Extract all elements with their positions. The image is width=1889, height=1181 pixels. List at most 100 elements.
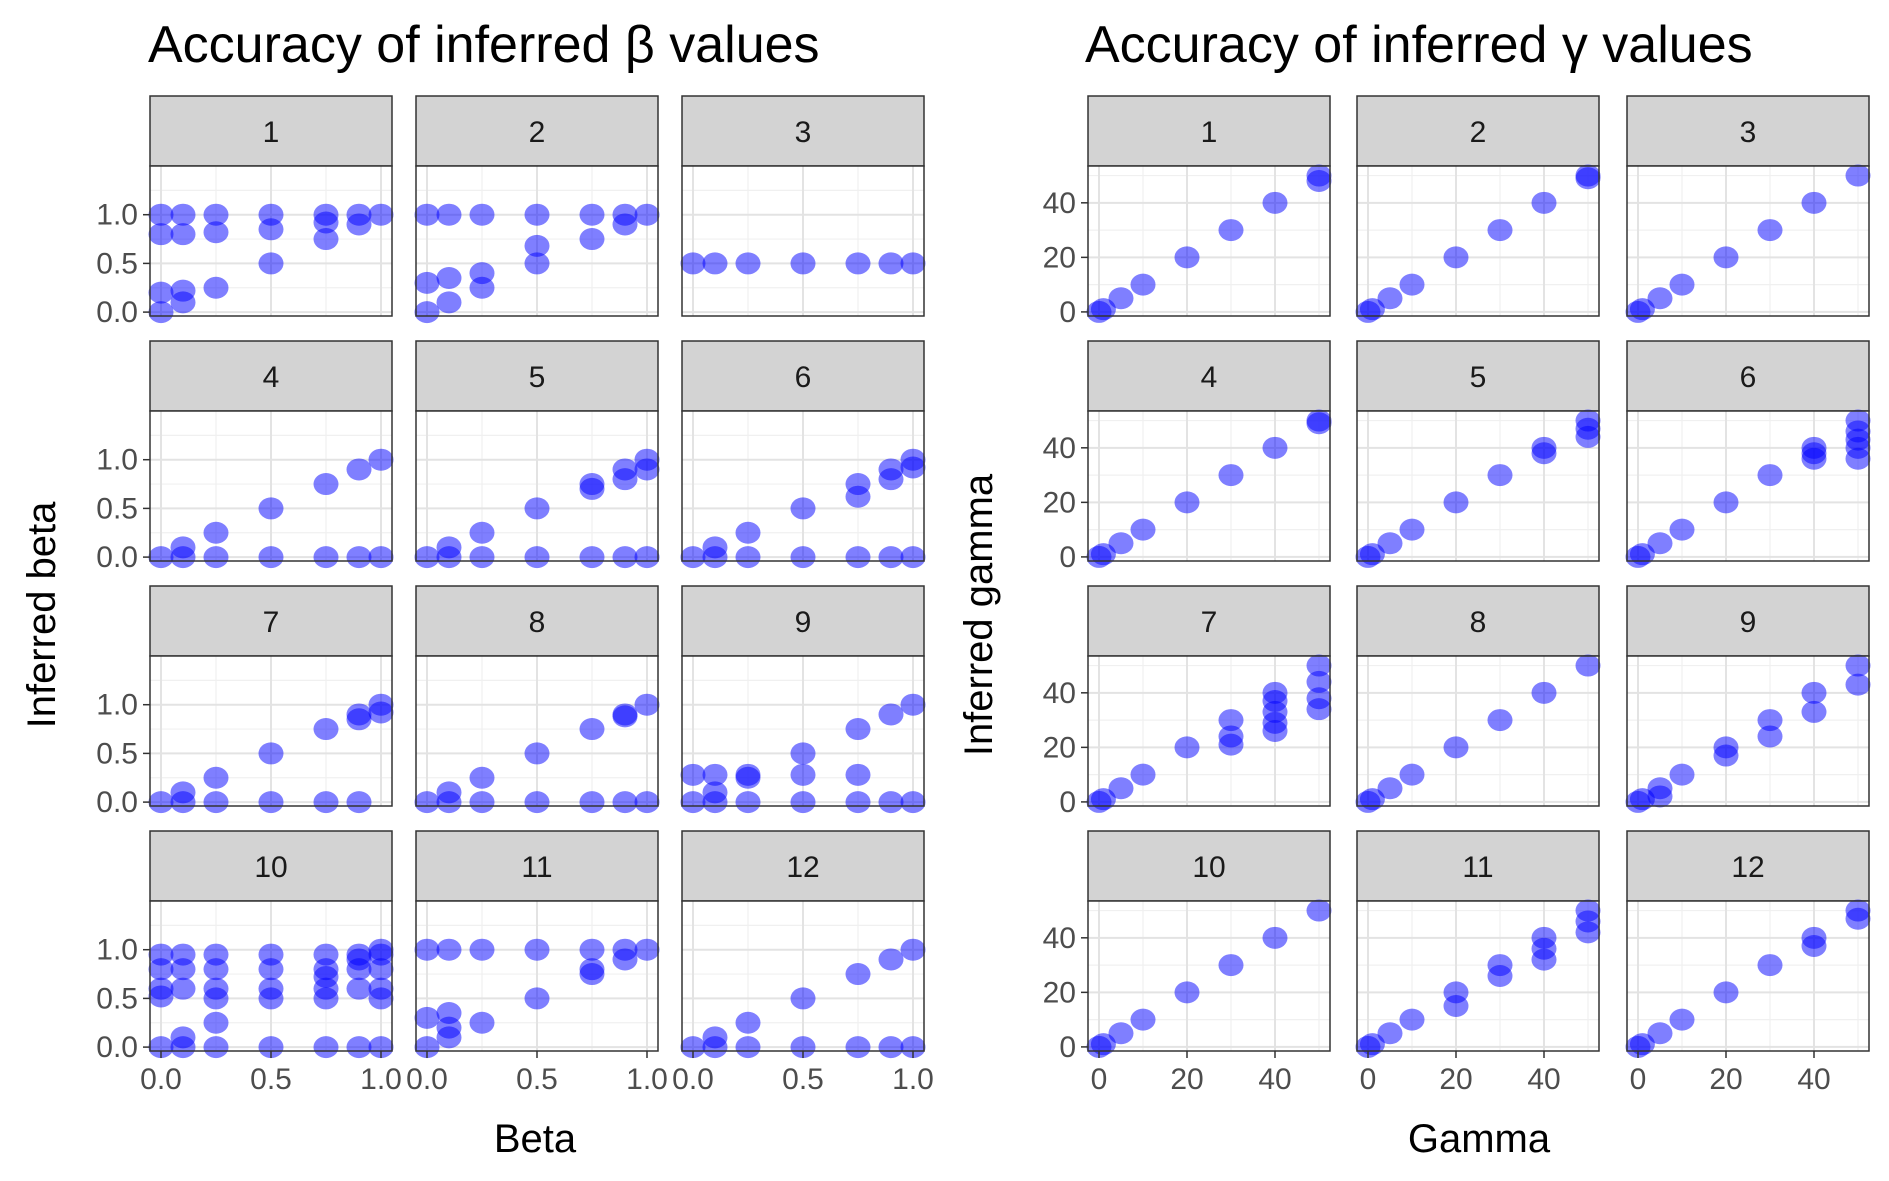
data-point [170, 781, 196, 804]
panel-border [149, 655, 393, 807]
data-point [1531, 191, 1557, 214]
data-point [258, 742, 284, 765]
y-tick-label: 0 [1059, 1031, 1076, 1064]
y-axis: 0 20 40 [1043, 922, 1088, 1064]
data-point [524, 234, 550, 257]
data-point [368, 203, 394, 226]
data-point [170, 1026, 196, 1049]
data-point [1575, 425, 1601, 448]
data-point [579, 958, 605, 981]
data-point [579, 791, 605, 814]
data-point [634, 693, 660, 716]
panel-border [681, 165, 925, 317]
chart-title-gamma: Accuracy of inferred γ values [1085, 16, 1753, 74]
y-tick-label: 1.0 [96, 934, 138, 967]
data-point [1108, 1022, 1134, 1045]
data-point [436, 267, 462, 290]
data-point [1575, 921, 1601, 944]
facet-grid-beta: 1 0.0 0.5 1.0 2 3 4 0.0 0.5 1.0 5 6 7 0.0 0.5 1.0 8 9 10 0.… [96, 95, 934, 1096]
facet-strip-label: 1 [263, 116, 280, 149]
x-axis: 0 20 40 [1360, 1051, 1561, 1096]
data-point [1359, 1033, 1385, 1056]
panel-border [1356, 900, 1600, 1052]
data-point [1443, 736, 1469, 759]
data-point [346, 791, 372, 814]
data-point [258, 546, 284, 569]
panel-border [149, 410, 393, 562]
facet-strip [1626, 585, 1870, 657]
chart-gamma-accuracy: Accuracy of inferred γ values Gamma Infe… [957, 16, 1871, 1161]
x-tick-label: 20 [1709, 1063, 1742, 1096]
data-point [1174, 246, 1200, 269]
data-point [878, 791, 904, 814]
data-point [148, 301, 174, 324]
data-point [1399, 273, 1425, 296]
data-point [1306, 654, 1332, 677]
y-tick-label: 20 [1043, 486, 1076, 519]
data-point [790, 546, 816, 569]
facet-strip [1087, 830, 1331, 902]
y-tick-label: 0.5 [96, 247, 138, 280]
data-point [313, 943, 339, 966]
data-point [524, 938, 550, 961]
data-point [735, 546, 761, 569]
data-point [524, 987, 550, 1010]
data-point [1306, 698, 1332, 721]
data-point [1306, 170, 1332, 192]
x-tick-label: 40 [1527, 1063, 1560, 1096]
facet-strip-label: 5 [529, 361, 546, 394]
data-points [414, 448, 660, 569]
data-points [148, 693, 394, 814]
data-point [1377, 532, 1403, 555]
data-point [1647, 532, 1673, 555]
data-point [1443, 995, 1469, 1017]
data-point [790, 791, 816, 814]
facet-strip [149, 585, 393, 657]
data-points [1625, 899, 1871, 1058]
data-point [579, 546, 605, 569]
panel-border [1087, 165, 1331, 317]
facet-strip [1087, 340, 1331, 412]
data-points [1355, 654, 1601, 813]
facet-strip-label: 6 [1740, 361, 1757, 394]
facet-gamma-10: 10 0 20 40 0 20 40 [1043, 830, 1332, 1096]
data-point [436, 1002, 462, 1025]
data-point [1801, 681, 1827, 704]
facet-strip [415, 340, 659, 412]
data-point [900, 448, 926, 471]
data-point [368, 693, 394, 716]
panel-border [415, 655, 659, 807]
data-points [680, 938, 926, 1059]
facet-strip [149, 830, 393, 902]
data-point [900, 546, 926, 569]
data-point [612, 703, 638, 726]
facet-strip [149, 95, 393, 167]
data-point [1487, 709, 1513, 732]
x-axis-title-beta: Beta [494, 1117, 577, 1161]
y-tick-label: 20 [1043, 241, 1076, 274]
data-point [258, 252, 284, 275]
x-axis: 0.0 0.5 1.0 [406, 1051, 668, 1096]
data-point [414, 791, 440, 814]
data-points [148, 203, 394, 324]
data-point [680, 252, 706, 275]
data-point [1629, 1033, 1655, 1056]
data-point [414, 203, 440, 226]
y-tick-label: 0.0 [96, 541, 138, 574]
data-points [1625, 409, 1871, 568]
data-point [414, 301, 440, 324]
data-point [203, 276, 229, 299]
data-point [702, 781, 728, 804]
data-point [612, 791, 638, 814]
data-point [203, 766, 229, 789]
data-point [702, 252, 728, 275]
facet-beta-10: 10 0.0 0.5 1.0 0.0 0.5 1.0 [96, 830, 402, 1096]
data-point [1174, 736, 1200, 759]
facet-gamma-1: 1 0 20 40 [1043, 95, 1332, 329]
data-point [414, 1006, 440, 1029]
y-tick-label: 20 [1043, 976, 1076, 1009]
data-point [368, 546, 394, 569]
data-point [203, 521, 229, 544]
